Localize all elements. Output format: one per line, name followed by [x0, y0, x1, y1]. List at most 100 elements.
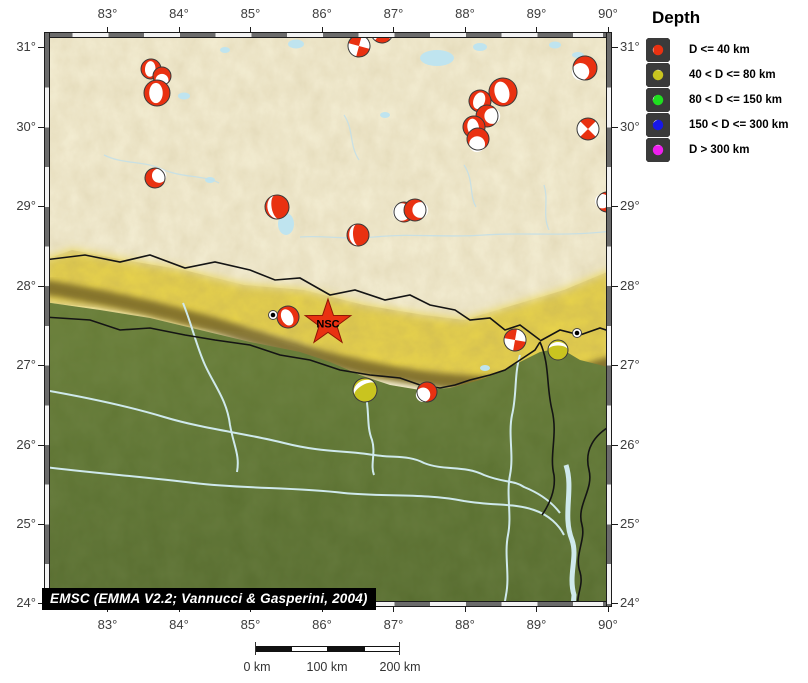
- beachball-red: [143, 79, 171, 107]
- legend-item-label: 40 < D <= 80 km: [689, 69, 776, 81]
- lon-label-top: 85°: [240, 6, 261, 21]
- frame-top: [44, 32, 612, 38]
- beachball-red: [415, 381, 438, 403]
- lat-label-right: 29°: [620, 198, 640, 213]
- lon-label-bottom: 85°: [240, 617, 261, 632]
- scale-bar: 0 km 100 km 200 km: [243, 638, 421, 674]
- legend-item: 40 < D <= 80 km: [646, 63, 776, 87]
- beachball-red: [347, 35, 371, 58]
- lat-label-left: 25°: [16, 516, 36, 531]
- lon-label-top: 90°: [598, 6, 618, 21]
- beachball-red: [571, 55, 598, 81]
- tick-mark-lon: [107, 27, 108, 32]
- legend-beachball-icon: [646, 113, 670, 137]
- legend-item: 150 < D <= 300 km: [646, 113, 788, 137]
- tick-mark-lat: [38, 602, 44, 604]
- lat-label-left: 30°: [16, 119, 36, 134]
- lat-label-right: 26°: [620, 437, 640, 452]
- legend-beachball-icon: [646, 63, 670, 87]
- city-marker: [268, 310, 278, 320]
- lat-label-left: 31°: [16, 39, 36, 54]
- frame-right: [606, 32, 612, 607]
- lat-label-right: 31°: [620, 39, 640, 54]
- lon-label-top: 88°: [455, 6, 475, 21]
- tick-mark-lon: [393, 27, 394, 32]
- scalebar-segment: [327, 646, 364, 652]
- tick-mark-lat: [612, 523, 618, 525]
- tick-mark-lat: [38, 46, 44, 48]
- legend-item-label: D > 300 km: [689, 144, 750, 156]
- beachball-green: [646, 88, 670, 112]
- scalebar-end-tick: [255, 642, 256, 655]
- lat-label-left: 24°: [16, 595, 36, 610]
- legend-item-label: D <= 40 km: [689, 44, 750, 56]
- tick-mark-lat: [612, 126, 618, 128]
- rivers-plains: [44, 302, 577, 607]
- scalebar-label: 100 km: [306, 660, 348, 674]
- lat-label-right: 24°: [620, 595, 640, 610]
- lakes: [178, 39, 584, 371]
- tick-mark-lat: [38, 523, 44, 525]
- beachball-yellow: [646, 63, 670, 87]
- lat-label-left: 28°: [16, 278, 36, 293]
- beachball-red: [503, 328, 527, 352]
- map-area: NSC: [44, 35, 612, 607]
- lon-label-bottom: 86°: [312, 617, 332, 632]
- lat-label-left: 26°: [16, 437, 36, 452]
- tick-mark-lon: [536, 27, 537, 32]
- scalebar-segment: [255, 646, 292, 652]
- lon-label-bottom: 89°: [526, 617, 547, 632]
- tick-mark-lat: [38, 205, 44, 207]
- lat-label-left: 29°: [16, 198, 36, 213]
- legend-item-label: 80 < D <= 150 km: [689, 94, 783, 106]
- tick-mark-lat: [38, 285, 44, 287]
- beachball-magenta: [646, 138, 670, 162]
- tick-mark-lat: [612, 602, 618, 604]
- tick-mark-lon: [464, 607, 466, 612]
- tick-mark-lon: [607, 607, 609, 612]
- tick-mark-lon: [178, 27, 180, 32]
- lon-label-bottom: 87°: [383, 617, 404, 632]
- beachball-red: [576, 117, 600, 141]
- tick-mark-lon: [607, 27, 609, 32]
- beachball-red: [488, 77, 518, 107]
- beachball-red: [276, 305, 300, 329]
- lat-label-right: 25°: [620, 516, 640, 531]
- tick-mark-lat: [38, 126, 44, 128]
- lon-label-top: 89°: [526, 6, 547, 21]
- lon-label-top: 87°: [383, 6, 404, 21]
- legend-item: D > 300 km: [646, 138, 749, 162]
- lon-label-top: 84°: [169, 6, 189, 21]
- tick-mark-lat: [38, 364, 44, 366]
- lon-label-bottom: 84°: [169, 617, 189, 632]
- tick-mark-lat: [612, 285, 618, 287]
- beachball-red: [264, 194, 290, 220]
- legend-beachball-icon: [646, 88, 670, 112]
- tick-mark-lat: [612, 364, 618, 366]
- scalebar-label: 200 km: [379, 660, 421, 674]
- beachball-red: [346, 223, 370, 247]
- beachball-yellow: [547, 339, 569, 361]
- legend-item: D <= 40 km: [646, 38, 750, 62]
- rivers-plateau: [103, 114, 612, 239]
- legend-item-label: 150 < D <= 300 km: [689, 119, 789, 131]
- beachball-red: [403, 198, 429, 222]
- beachball-red: [466, 127, 490, 153]
- lon-label-bottom: 90°: [598, 617, 618, 632]
- tick-mark-lat: [38, 444, 44, 446]
- depth-legend: Depth D <= 40 km 40 < D <= 80 km 80 < D <=…: [646, 8, 806, 173]
- beachball-red: [144, 167, 167, 189]
- tick-mark-lon: [464, 27, 466, 32]
- tick-mark-lon: [536, 607, 537, 612]
- city-marker: [572, 328, 582, 338]
- tick-mark-lat: [612, 444, 618, 446]
- tick-mark-lon: [393, 607, 394, 612]
- beachball-yellow: [352, 377, 378, 403]
- lon-label-top: 83°: [97, 6, 118, 21]
- frame-left: [44, 32, 50, 607]
- tick-mark-lat: [612, 205, 618, 207]
- tick-mark-lon: [321, 27, 323, 32]
- lon-label-top: 86°: [312, 6, 332, 21]
- lat-label-right: 27°: [620, 357, 640, 372]
